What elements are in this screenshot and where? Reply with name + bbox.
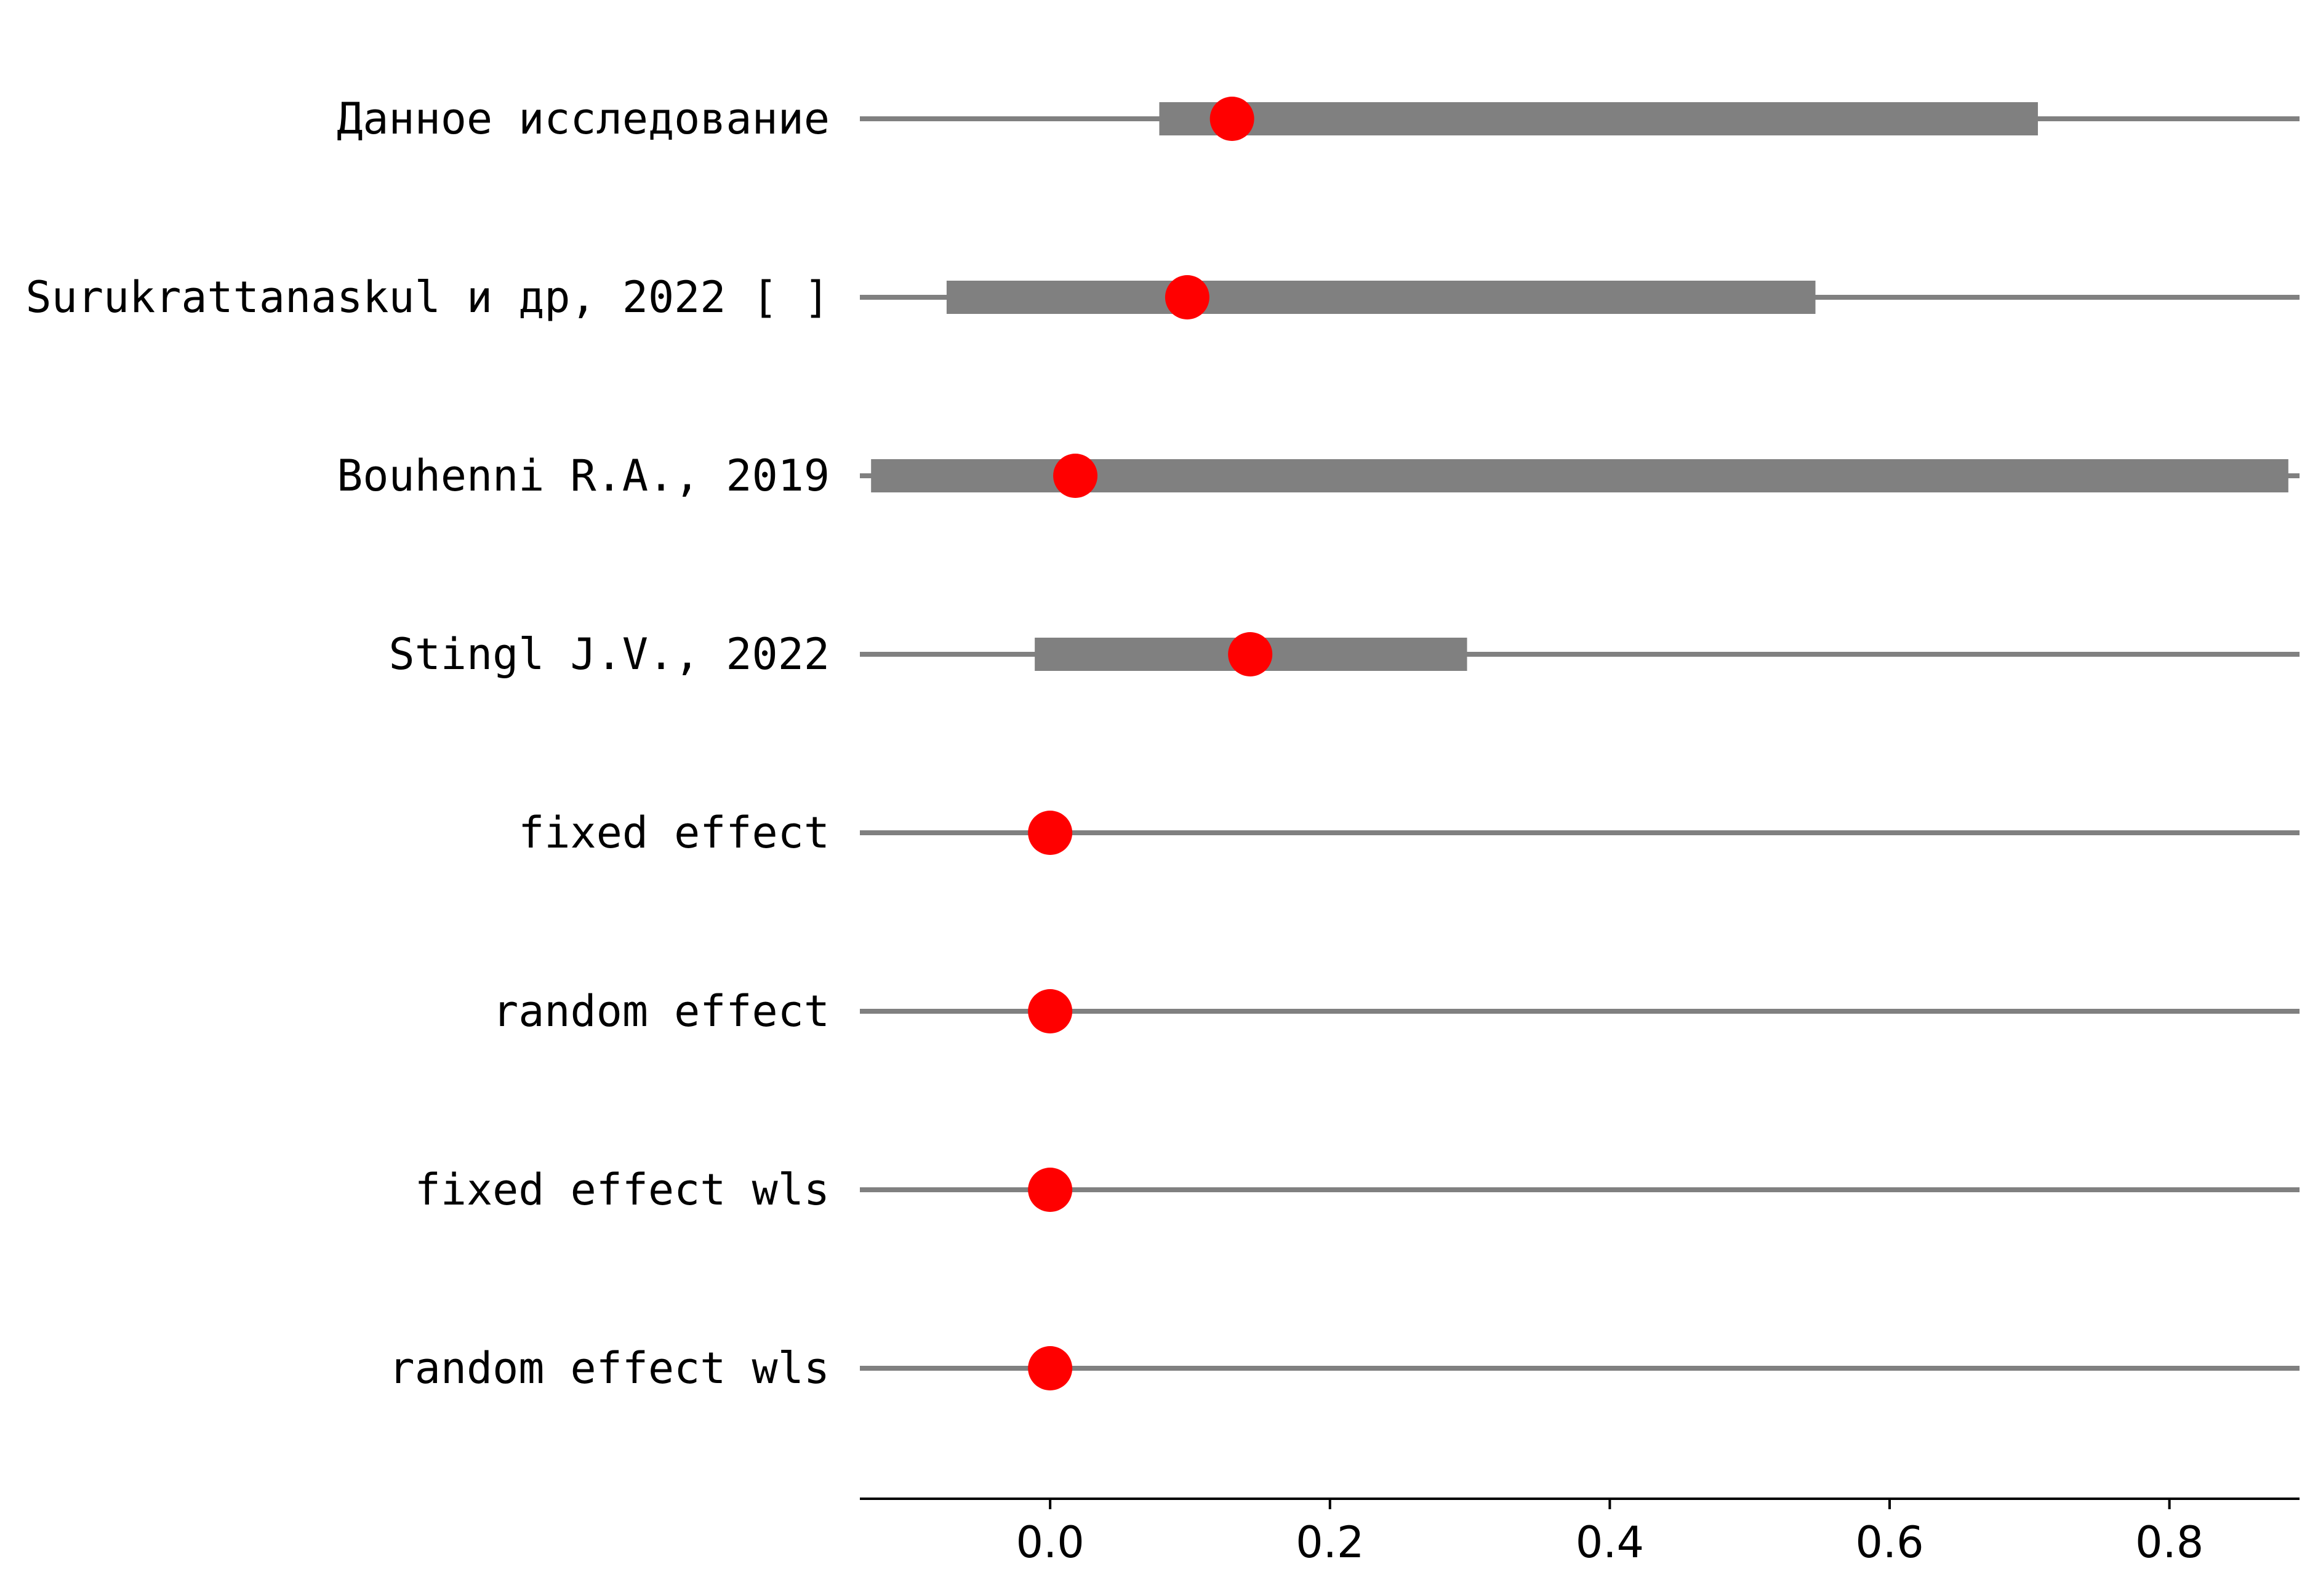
forest-row: fixed effect wls xyxy=(415,1165,2300,1215)
row-label: Данное исследование xyxy=(337,94,830,144)
x-tick-label: 0.6 xyxy=(1855,1517,1923,1568)
x-tick-label: 0.4 xyxy=(1576,1517,1644,1568)
forest-row: random effect xyxy=(492,986,2300,1037)
row-label: random effect xyxy=(492,986,830,1037)
forest-row: Bouhenni R.A., 2019 xyxy=(337,451,2300,501)
point-estimate-marker xyxy=(1209,97,1254,141)
point-estimate-marker xyxy=(1165,275,1209,319)
point-estimate-marker xyxy=(1228,632,1273,676)
row-label: Surukrattanaskul и др, 2022 [ ] xyxy=(26,272,830,323)
row-label: fixed effect xyxy=(518,808,830,858)
point-estimate-marker xyxy=(1028,1346,1073,1390)
forest-row: Stingl J.V., 2022 xyxy=(389,629,2300,680)
confidence-interval-bar xyxy=(946,281,1816,314)
point-estimate-marker xyxy=(1028,989,1073,1033)
row-label: Stingl J.V., 2022 xyxy=(389,629,830,680)
row-label: fixed effect wls xyxy=(415,1165,830,1215)
rows-layer: Данное исследование Surukrattanaskul и др… xyxy=(26,94,2300,1393)
x-tick-label: 0.8 xyxy=(2135,1517,2204,1568)
confidence-interval-bar xyxy=(1159,102,2038,135)
x-tick-label: 0.0 xyxy=(1016,1517,1084,1568)
x-axis: 0.0 0.2 0.4 0.6 0.8 xyxy=(860,1498,2300,1568)
forest-row: fixed effect xyxy=(518,808,2300,858)
point-estimate-marker xyxy=(1028,811,1073,855)
forest-row: Surukrattanaskul и др, 2022 [ ] xyxy=(26,272,2300,323)
forest-row: random effect wls xyxy=(389,1343,2300,1393)
confidence-interval-bar xyxy=(871,459,2288,492)
forest-row: Данное исследование xyxy=(337,94,2300,144)
x-tick-label: 0.2 xyxy=(1296,1517,1364,1568)
row-label: random effect wls xyxy=(389,1343,830,1393)
row-label: Bouhenni R.A., 2019 xyxy=(337,451,830,501)
point-estimate-marker xyxy=(1053,454,1098,498)
point-estimate-marker xyxy=(1028,1168,1073,1212)
